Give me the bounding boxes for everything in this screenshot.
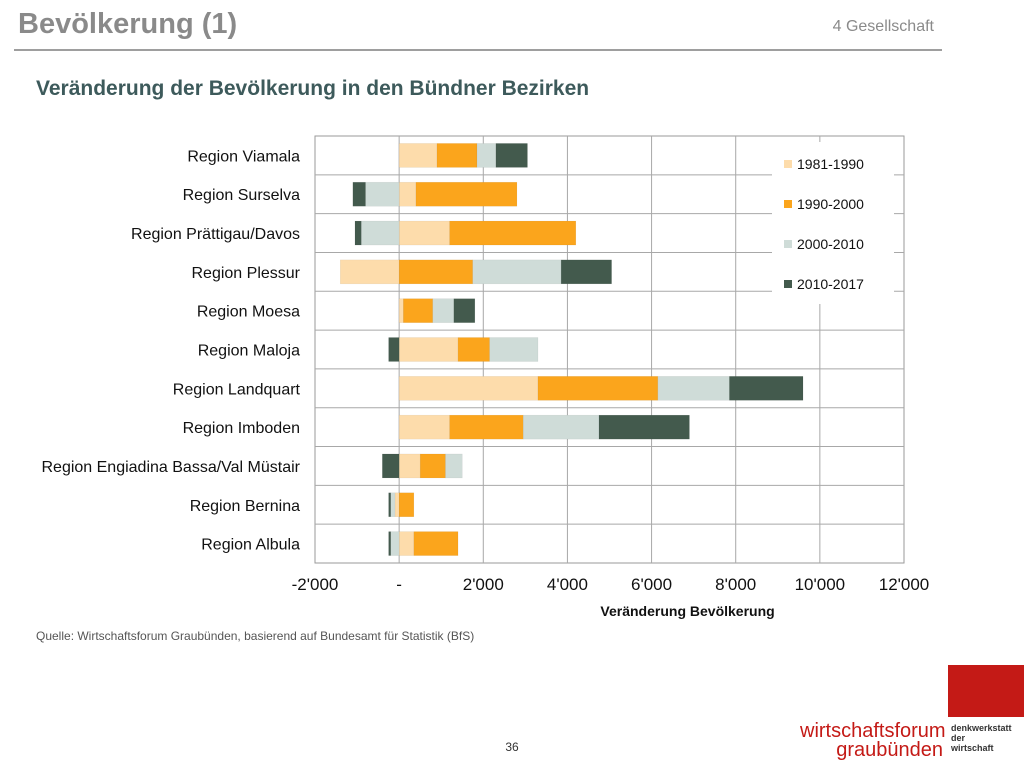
logo-wordmark: wirtschaftsforum graubünden — [800, 720, 946, 761]
category-label: Region Imboden — [183, 420, 300, 437]
bar-segment — [361, 220, 400, 246]
bar-segment — [398, 453, 421, 479]
bar-segment — [388, 337, 400, 362]
bar-segment — [403, 298, 434, 323]
bar-segment — [398, 337, 459, 362]
bar-segment — [394, 492, 400, 518]
logo-name-line1: wirtschaftsforum — [800, 720, 946, 742]
category-label: Region Bernina — [190, 498, 300, 515]
x-tick-label: 10'000 — [795, 575, 846, 594]
bar-segment — [657, 376, 730, 401]
logo-tag-line1: denkwerkstatt — [951, 723, 1012, 733]
x-tick-label: -2'000 — [292, 575, 339, 594]
bar-segment — [457, 337, 490, 362]
bar-segment — [398, 376, 539, 401]
bar-segment — [445, 453, 463, 479]
legend-label: 2010-2017 — [797, 276, 864, 292]
bar-segment — [560, 259, 612, 285]
legend-swatch — [784, 200, 792, 208]
category-label: Region Albula — [201, 537, 300, 554]
bar-segment — [472, 259, 562, 285]
bar-segment — [415, 181, 518, 207]
bar-segment — [598, 414, 690, 440]
x-tick-label: 2'000 — [463, 575, 504, 594]
bar-segment — [398, 143, 438, 168]
x-tick-label: 6'000 — [631, 575, 672, 594]
bar-segment — [390, 492, 396, 518]
bar-segment — [449, 414, 524, 440]
logo-name-line2: graubünden — [836, 739, 943, 761]
bar-segment — [413, 531, 459, 556]
x-axis-title: Veränderung Bevölkerung — [600, 603, 774, 619]
category-label: Region Engiadina Bassa/Val Müstair — [41, 459, 300, 476]
category-label: Region Plessur — [192, 265, 301, 282]
legend-box — [772, 142, 894, 304]
slide-title: Bevölkerung (1) — [18, 8, 238, 40]
bar-segment — [453, 298, 476, 323]
bar-segment — [476, 143, 497, 168]
bar-segment — [523, 414, 600, 440]
category-label: Region Prättigau/Davos — [131, 226, 300, 243]
bar-segment — [388, 492, 391, 518]
bar-segment — [449, 220, 577, 246]
legend-swatch — [784, 240, 792, 248]
legend-label: 2000-2010 — [797, 236, 864, 252]
logo-tag-line3: wirtschaft — [951, 743, 994, 753]
logo-square — [948, 665, 1024, 717]
x-tick-label: 4'000 — [547, 575, 588, 594]
bar-segment — [729, 376, 804, 401]
logo-tag-line2: der — [951, 733, 966, 743]
bar-segment — [432, 298, 455, 323]
bar-segment — [495, 143, 528, 168]
bar-segment — [339, 259, 400, 285]
bar-segment — [398, 531, 415, 556]
bar-segment — [398, 298, 404, 323]
bar-segment — [419, 453, 446, 479]
legend-swatch — [784, 160, 792, 168]
bar-segment — [398, 492, 415, 518]
bar-segment — [390, 531, 400, 556]
bar-segment — [388, 531, 391, 556]
bar-segment — [365, 181, 400, 207]
chart-subtitle: Veränderung der Bevölkerung in den Bündn… — [36, 77, 590, 100]
category-label: Region Surselva — [183, 187, 301, 204]
section-label: 4 Gesellschaft — [832, 18, 934, 35]
legend-label: 1990-2000 — [797, 196, 864, 212]
x-tick-label: 8'000 — [715, 575, 756, 594]
bar-segment — [354, 220, 362, 246]
bar-segment — [537, 376, 659, 401]
category-label: Region Maloja — [198, 343, 300, 360]
title-divider — [14, 49, 942, 51]
legend-label: 1981-1990 — [797, 156, 864, 172]
source-note: Quelle: Wirtschaftsforum Graubünden, bas… — [36, 629, 475, 643]
x-tick-label: - — [396, 575, 402, 594]
category-label: Region Moesa — [197, 304, 300, 321]
bar-segment — [436, 143, 478, 168]
legend-swatch — [784, 280, 792, 288]
bar-segment — [398, 259, 474, 285]
category-label: Region Landquart — [173, 381, 301, 398]
bar-segment — [382, 453, 400, 479]
bar-segment — [489, 337, 539, 362]
page-number: 36 — [505, 740, 519, 754]
logo-tagline: denkwerkstatt der wirtschaft — [951, 723, 1024, 753]
bar-segment — [352, 181, 366, 207]
bar-segment — [398, 220, 450, 246]
bar-segment — [398, 414, 450, 440]
x-tick-label: 12'000 — [879, 575, 930, 594]
category-label: Region Viamala — [187, 148, 300, 165]
bar-segment — [398, 181, 417, 207]
